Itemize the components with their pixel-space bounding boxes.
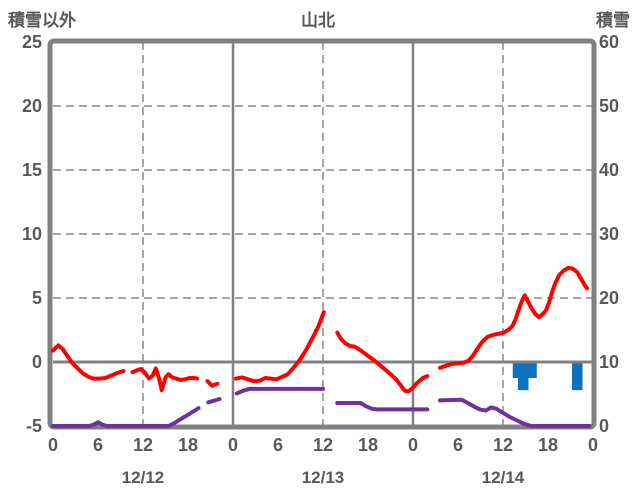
right-axis-tick: 20	[599, 288, 620, 308]
purple-line	[438, 397, 592, 428]
x-axis-tick: 18	[537, 435, 559, 455]
x-axis-tick: 0	[587, 435, 598, 455]
purple-line	[51, 406, 201, 428]
plot-border	[47, 38, 597, 430]
x-axis-tick: 12	[492, 435, 514, 455]
red-temperature-line	[335, 330, 430, 394]
x-axis-date-label: 12/12	[121, 468, 165, 487]
x-axis-tick: 18	[357, 435, 379, 455]
left-axis-tick: 5	[31, 288, 42, 308]
x-axis-date-label: 12/13	[301, 468, 345, 487]
x-axis-tick: 12	[312, 435, 334, 455]
right-axis-tick: 50	[599, 96, 620, 116]
right-axis-tick: 0	[599, 416, 610, 436]
right-axis-tick: 40	[599, 160, 620, 180]
blue-snow-bars	[572, 362, 583, 391]
x-axis-tick: 12	[132, 435, 154, 455]
left-axis-tick: 25	[21, 32, 42, 52]
x-axis-tick: 6	[272, 435, 283, 455]
chart-title: 山北	[301, 11, 335, 30]
red-temperature-line	[205, 379, 220, 388]
x-axis-tick: 18	[177, 435, 199, 455]
x-axis-date-label: 12/14	[481, 468, 525, 487]
purple-line	[234, 386, 325, 396]
right-axis-title: 積雪	[596, 11, 630, 30]
x-axis-tick: 6	[92, 435, 103, 455]
right-axis-tick: 60	[599, 32, 620, 52]
purple-line	[206, 397, 222, 405]
left-axis-tick: -5	[25, 416, 42, 436]
x-axis-tick: 0	[407, 435, 418, 455]
left-axis-tick: 0	[31, 352, 42, 372]
purple-line	[335, 401, 430, 412]
red-temperature-line	[130, 366, 199, 393]
left-axis-tick: 15	[21, 160, 42, 180]
left-axis-title: 積雪以外	[8, 11, 76, 30]
x-axis-tick: 6	[452, 435, 463, 455]
red-temperature-line	[438, 265, 589, 370]
red-temperature-line	[234, 310, 326, 384]
x-axis-tick: 0	[47, 435, 58, 455]
left-axis-tick: 10	[21, 224, 42, 244]
x-axis-tick: 0	[227, 435, 238, 455]
right-axis-tick: 10	[599, 352, 620, 372]
red-temperature-line	[51, 343, 126, 381]
blue-snow-bars	[518, 362, 529, 391]
left-axis-tick: 20	[21, 96, 42, 116]
right-axis-tick: 30	[599, 224, 620, 244]
